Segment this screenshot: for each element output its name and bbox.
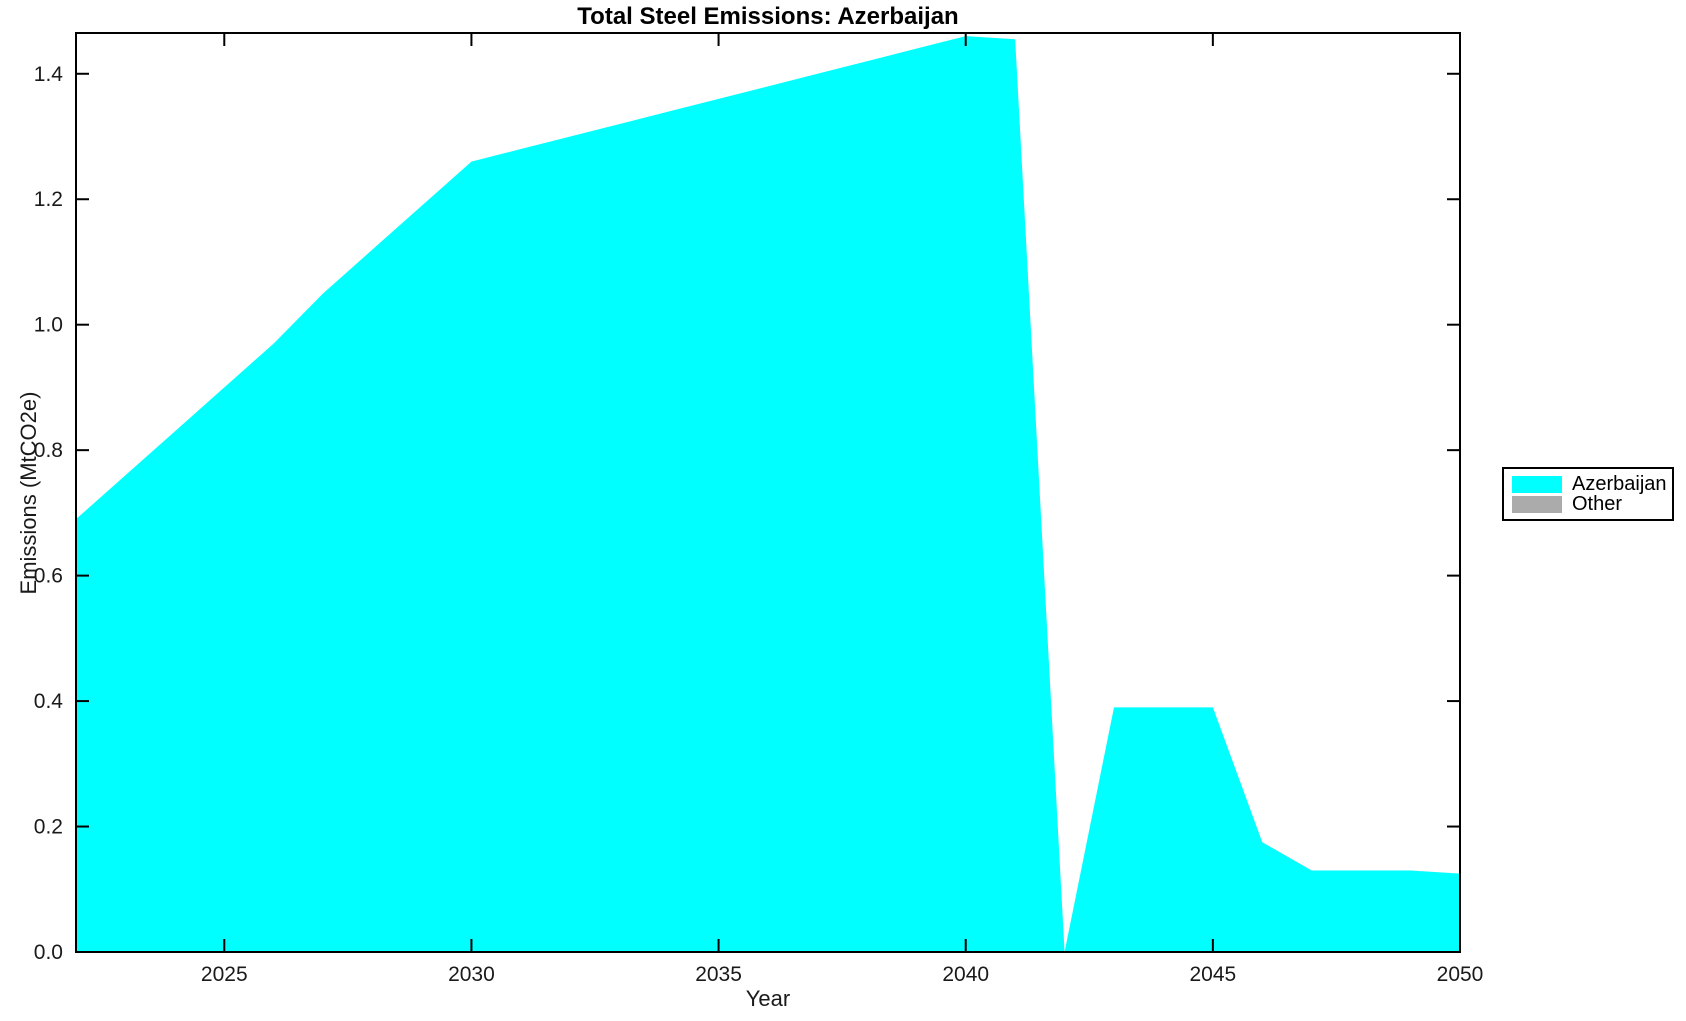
y-tick-label-0.8: 0.8 (34, 439, 63, 462)
x-axis-label: Year (745, 986, 791, 1011)
chart-title: Total Steel Emissions: Azerbaijan (577, 3, 959, 30)
y-tick-label-1.0: 1.0 (34, 314, 63, 337)
x-tick-label-2040: 2040 (942, 963, 989, 986)
legend-item-azerbaijan: Azerbaijan (1512, 473, 1667, 495)
x-tick-label-2050: 2050 (1437, 963, 1484, 986)
legend-swatch-azerbaijan (1512, 476, 1562, 493)
x-tick-label-2045: 2045 (1189, 963, 1236, 986)
legend-label-azerbaijan: Azerbaijan (1572, 473, 1667, 495)
y-tick-label-0.2: 0.2 (34, 816, 63, 839)
legend: Azerbaijan Other (1502, 467, 1674, 521)
y-tick-label-0.0: 0.0 (34, 941, 63, 964)
y-tick-label-0.6: 0.6 (34, 565, 63, 588)
y-tick-label-0.4: 0.4 (34, 690, 64, 713)
x-tick-label-2035: 2035 (695, 963, 742, 986)
y-tick-label-1.2: 1.2 (34, 188, 63, 211)
x-tick-label-2030: 2030 (448, 963, 495, 986)
legend-item-other: Other (1512, 493, 1664, 515)
y-tick-label-1.4: 1.4 (34, 63, 64, 86)
legend-swatch-other (1512, 496, 1562, 513)
area-series-azerbaijan (76, 36, 1460, 952)
x-tick-label-2025: 2025 (201, 963, 248, 986)
plot-frame (75, 32, 1461, 953)
y-axis-label: Emissions (MtCO2e) (16, 391, 41, 595)
legend-label-other: Other (1572, 493, 1623, 515)
